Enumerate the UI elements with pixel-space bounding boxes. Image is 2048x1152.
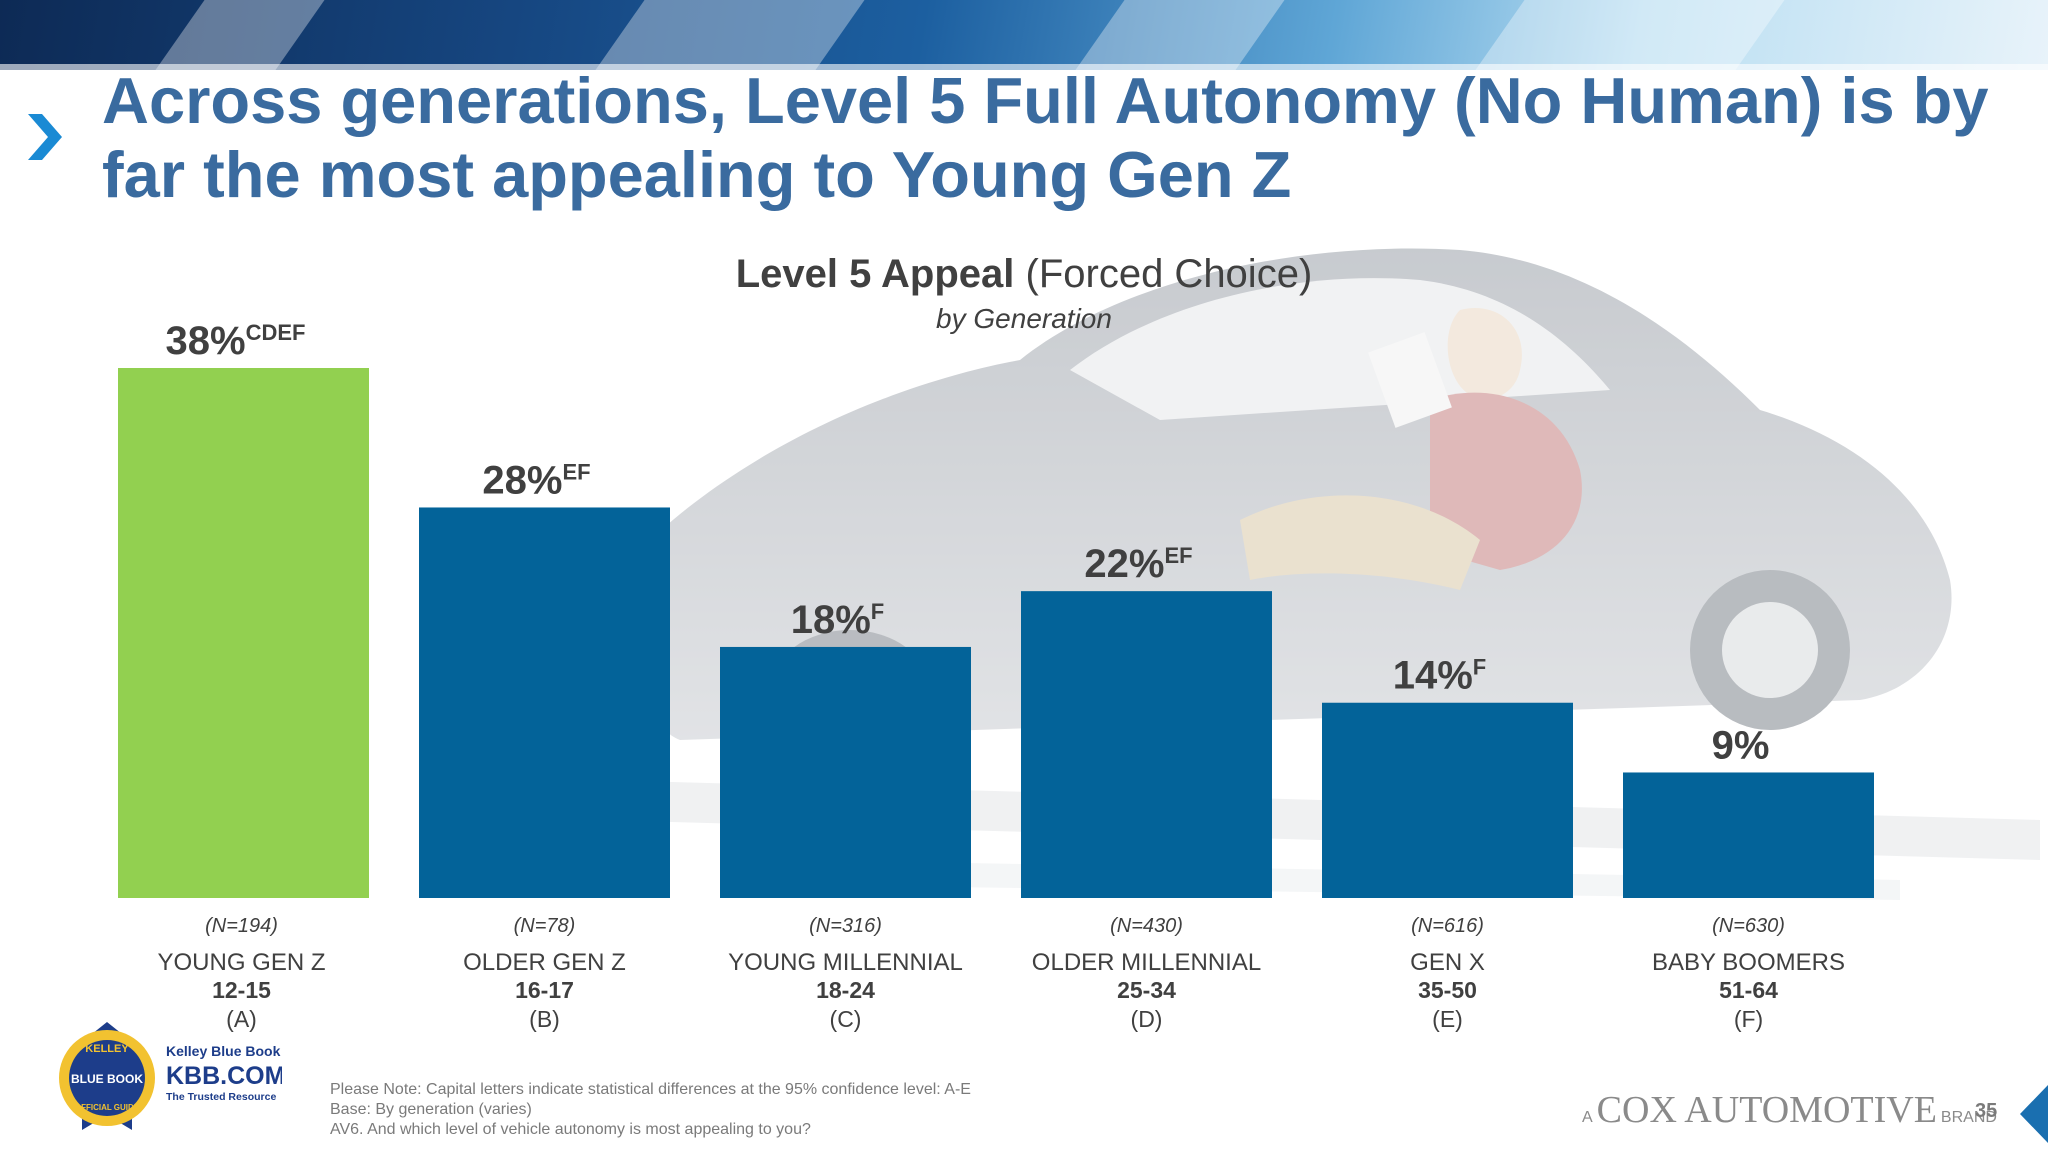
age-range-label: 12-15 xyxy=(212,977,271,1003)
kbb-line1: Kelley Blue Book xyxy=(166,1043,281,1059)
cox-brand-name: COX AUTOMOTIVE xyxy=(1596,1089,1937,1131)
chart-title: Level 5 Appeal (Forced Choice) xyxy=(0,252,2048,297)
bar xyxy=(1623,772,1874,898)
category-label: OLDER MILLENNIAL xyxy=(1032,949,1261,976)
age-range-label: 16-17 xyxy=(515,977,574,1003)
age-range-label: 51-64 xyxy=(1719,977,1778,1003)
sample-size-label: (N=78) xyxy=(514,915,576,937)
age-range-label: 35-50 xyxy=(1418,977,1477,1003)
badge-mid-text: BLUE BOOK xyxy=(71,1072,143,1086)
bar xyxy=(118,368,369,898)
bar xyxy=(1021,591,1272,898)
sample-size-label: (N=630) xyxy=(1712,915,1785,937)
group-letter-label: (F) xyxy=(1734,1006,1763,1032)
data-label: 22%EF xyxy=(1084,542,1192,586)
footnote-significance: Please Note: Capital letters indicate st… xyxy=(330,1081,971,1098)
bar xyxy=(419,507,670,898)
banner-rule xyxy=(0,64,2048,70)
cox-prefix: A xyxy=(1582,1109,1593,1126)
chart-subtitle: by Generation xyxy=(936,303,1112,334)
category-label: YOUNG MILLENNIAL xyxy=(728,949,963,976)
kbb-line3: The Trusted Resource xyxy=(166,1091,276,1103)
group-letter-label: (C) xyxy=(830,1006,862,1032)
slide-title: Across generations, Level 5 Full Autonom… xyxy=(102,64,1989,211)
badge-bottom-text: OFFICIAL GUIDE xyxy=(75,1103,140,1112)
age-range-label: 25-34 xyxy=(1117,977,1176,1003)
corner-triangle-icon xyxy=(2020,1085,2048,1143)
group-letter-label: (E) xyxy=(1432,1006,1463,1032)
data-label: 14%F xyxy=(1393,654,1487,698)
footnote-base: Base: By generation (varies) xyxy=(330,1101,532,1118)
badge-top-text: KELLEY xyxy=(85,1043,129,1055)
top-banner xyxy=(0,0,2048,70)
data-label: 18%F xyxy=(791,598,885,642)
category-label: GEN X xyxy=(1410,949,1485,976)
group-letter-label: (B) xyxy=(529,1006,560,1032)
chart-title-normal: (Forced Choice) xyxy=(1025,252,1313,296)
data-label: 38%CDEF xyxy=(166,319,306,363)
chart-title-bold: Level 5 Appeal xyxy=(735,252,1015,296)
kbb-logo: KELLEY BLUE BOOK OFFICIAL GUIDE Kelley B… xyxy=(59,1022,282,1130)
data-label: 9% xyxy=(1712,723,1770,767)
chevron-right-icon xyxy=(28,114,62,160)
sample-size-label: (N=316) xyxy=(809,915,882,937)
footnote-question: AV6. And which level of vehicle autonomy… xyxy=(330,1121,811,1138)
group-letter-label: (D) xyxy=(1131,1006,1163,1032)
group-letter-label: (A) xyxy=(226,1006,257,1032)
sample-size-label: (N=430) xyxy=(1110,915,1183,937)
page-number: 35 xyxy=(1975,1100,1998,1122)
sample-size-label: (N=194) xyxy=(205,915,278,937)
category-label: YOUNG GEN Z xyxy=(157,949,325,976)
age-range-label: 18-24 xyxy=(816,977,875,1003)
category-label: OLDER GEN Z xyxy=(463,949,626,976)
sample-size-label: (N=616) xyxy=(1411,915,1484,937)
footnotes: Please Note: Capital letters indicate st… xyxy=(330,1080,971,1140)
bar xyxy=(1322,702,1573,898)
bar xyxy=(720,646,971,898)
category-label: BABY BOOMERS xyxy=(1652,949,1845,976)
kbb-line2: KBB.COM xyxy=(166,1062,282,1090)
data-label: 28%EF xyxy=(482,458,590,502)
cox-automotive-logo: A COX AUTOMOTIVE BRAND xyxy=(1582,1088,1997,1132)
cox-suffix: BRAND xyxy=(1940,1109,1997,1126)
